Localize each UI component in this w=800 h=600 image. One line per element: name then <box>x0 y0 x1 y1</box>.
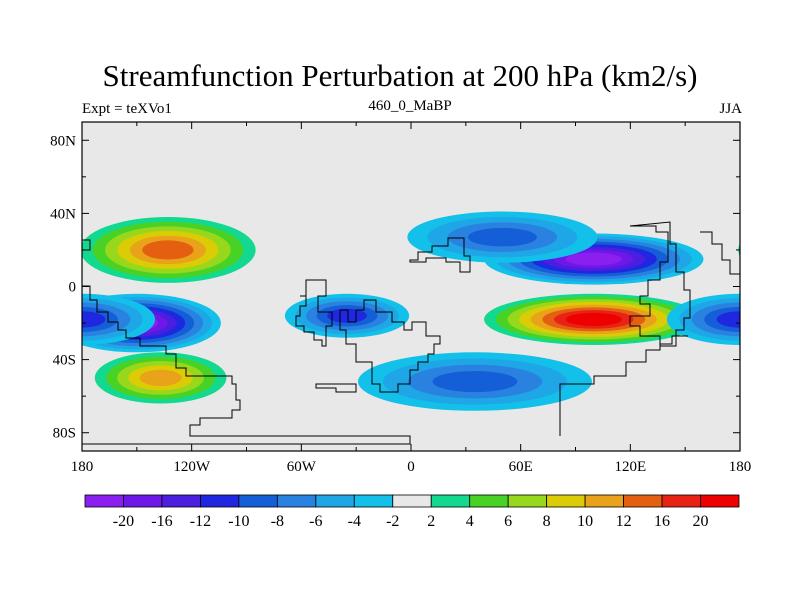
chart-title: Streamfunction Perturbation at 200 hPa (… <box>102 58 698 93</box>
colorbar-label: -12 <box>190 513 211 530</box>
contour-band <box>755 309 800 336</box>
colorbar-label: 10 <box>577 513 593 530</box>
colorbar-box <box>353 494 394 508</box>
colorbar-box <box>661 494 701 508</box>
period-label: 460_0_MaBP <box>368 98 452 114</box>
contour-band <box>467 227 537 247</box>
contour-band <box>327 308 367 323</box>
contour-band <box>432 370 518 393</box>
experiment-label: Expt = teXVo1 <box>82 101 172 117</box>
colorbar-box <box>315 494 355 508</box>
colorbar-box <box>700 494 740 508</box>
y-tick-label: 80S <box>53 426 76 442</box>
colorbar-label: 2 <box>427 513 435 530</box>
contour-band <box>565 252 622 266</box>
contour-feature <box>94 352 227 404</box>
contour-feature <box>82 217 256 283</box>
colorbar-box <box>123 494 163 508</box>
x-tick-label: 60W <box>287 459 317 475</box>
x-tick-label: 120W <box>173 459 211 475</box>
contour-field <box>82 122 800 451</box>
colorbar-box <box>392 494 432 508</box>
colorbar-box <box>84 494 124 508</box>
colorbar-box <box>584 494 624 508</box>
coastline-south-america <box>295 279 333 347</box>
contour-band <box>763 226 800 273</box>
x-tick-label: 180 <box>71 459 94 475</box>
contour-band <box>746 306 800 340</box>
colorbar-label: 6 <box>504 513 512 530</box>
contour-feature <box>666 293 740 345</box>
season-label: JJA <box>719 101 742 117</box>
contour-band <box>773 316 800 331</box>
colorbar-label: 12 <box>616 513 632 530</box>
colorbar-box <box>238 494 278 508</box>
coastline-europe <box>409 237 471 273</box>
contour-feature <box>407 211 598 263</box>
y-tick-label: 40S <box>53 353 76 369</box>
y-axis: 80N 40N 0 40S 80S <box>50 133 740 442</box>
colorbar-label: 8 <box>543 513 551 530</box>
colorbar-label: -20 <box>113 513 134 530</box>
colorbar-box <box>546 494 586 508</box>
x-tick-label: 120E <box>614 459 646 475</box>
colorbar-box <box>276 494 317 508</box>
contour-band <box>565 312 622 326</box>
contour-band <box>788 236 800 265</box>
colorbar-label: -8 <box>271 513 284 530</box>
colorbar-label: -2 <box>386 513 399 530</box>
coastline-australia <box>559 335 688 436</box>
y-tick-label: 80N <box>50 133 76 149</box>
colorbar-label: 16 <box>654 513 670 530</box>
colorbar-box <box>161 494 201 508</box>
x-tick-label: 0 <box>407 459 415 475</box>
contour-band <box>82 311 106 328</box>
coastline-west-antarctic <box>315 383 357 393</box>
x-tick-label: 60E <box>509 459 533 475</box>
contour-feature <box>484 293 704 345</box>
colorbar-label: -10 <box>228 513 249 530</box>
colorbar-box <box>200 494 240 508</box>
contour-band <box>716 311 740 328</box>
contour-band <box>139 369 182 387</box>
y-tick-label: 40N <box>50 206 76 222</box>
contour-band <box>738 243 740 257</box>
contour-feature-wrap <box>738 222 800 278</box>
contour-feature <box>357 352 592 411</box>
coastline-northeast-asia <box>700 231 740 275</box>
x-tick-label: 180 <box>729 459 752 475</box>
colorbar: -20 -16 -12 -10 -8 -6 -4 -2 2 4 6 8 10 12 16 20 <box>84 494 740 530</box>
coastline-africa <box>339 299 441 393</box>
colorbar-label: 20 <box>693 513 709 530</box>
colorbar-box <box>430 494 471 508</box>
colorbar-label: -6 <box>309 513 322 530</box>
x-axis: 180 120W 60W 0 60E 120E 180 <box>71 122 752 475</box>
contour-band <box>775 231 800 269</box>
contour-band <box>142 240 194 260</box>
colorbar-box <box>469 494 509 508</box>
colorbar-box <box>623 494 663 508</box>
contour-band <box>764 312 800 333</box>
colorbar-label: -16 <box>151 513 172 530</box>
contour-band <box>751 222 800 278</box>
colorbar-box <box>507 494 548 508</box>
coastline-asia <box>629 221 691 347</box>
contour-band <box>737 317 740 329</box>
colorbar-label: -4 <box>348 513 361 530</box>
colorbar-label: 4 <box>466 513 474 530</box>
y-tick-label: 0 <box>69 280 77 296</box>
